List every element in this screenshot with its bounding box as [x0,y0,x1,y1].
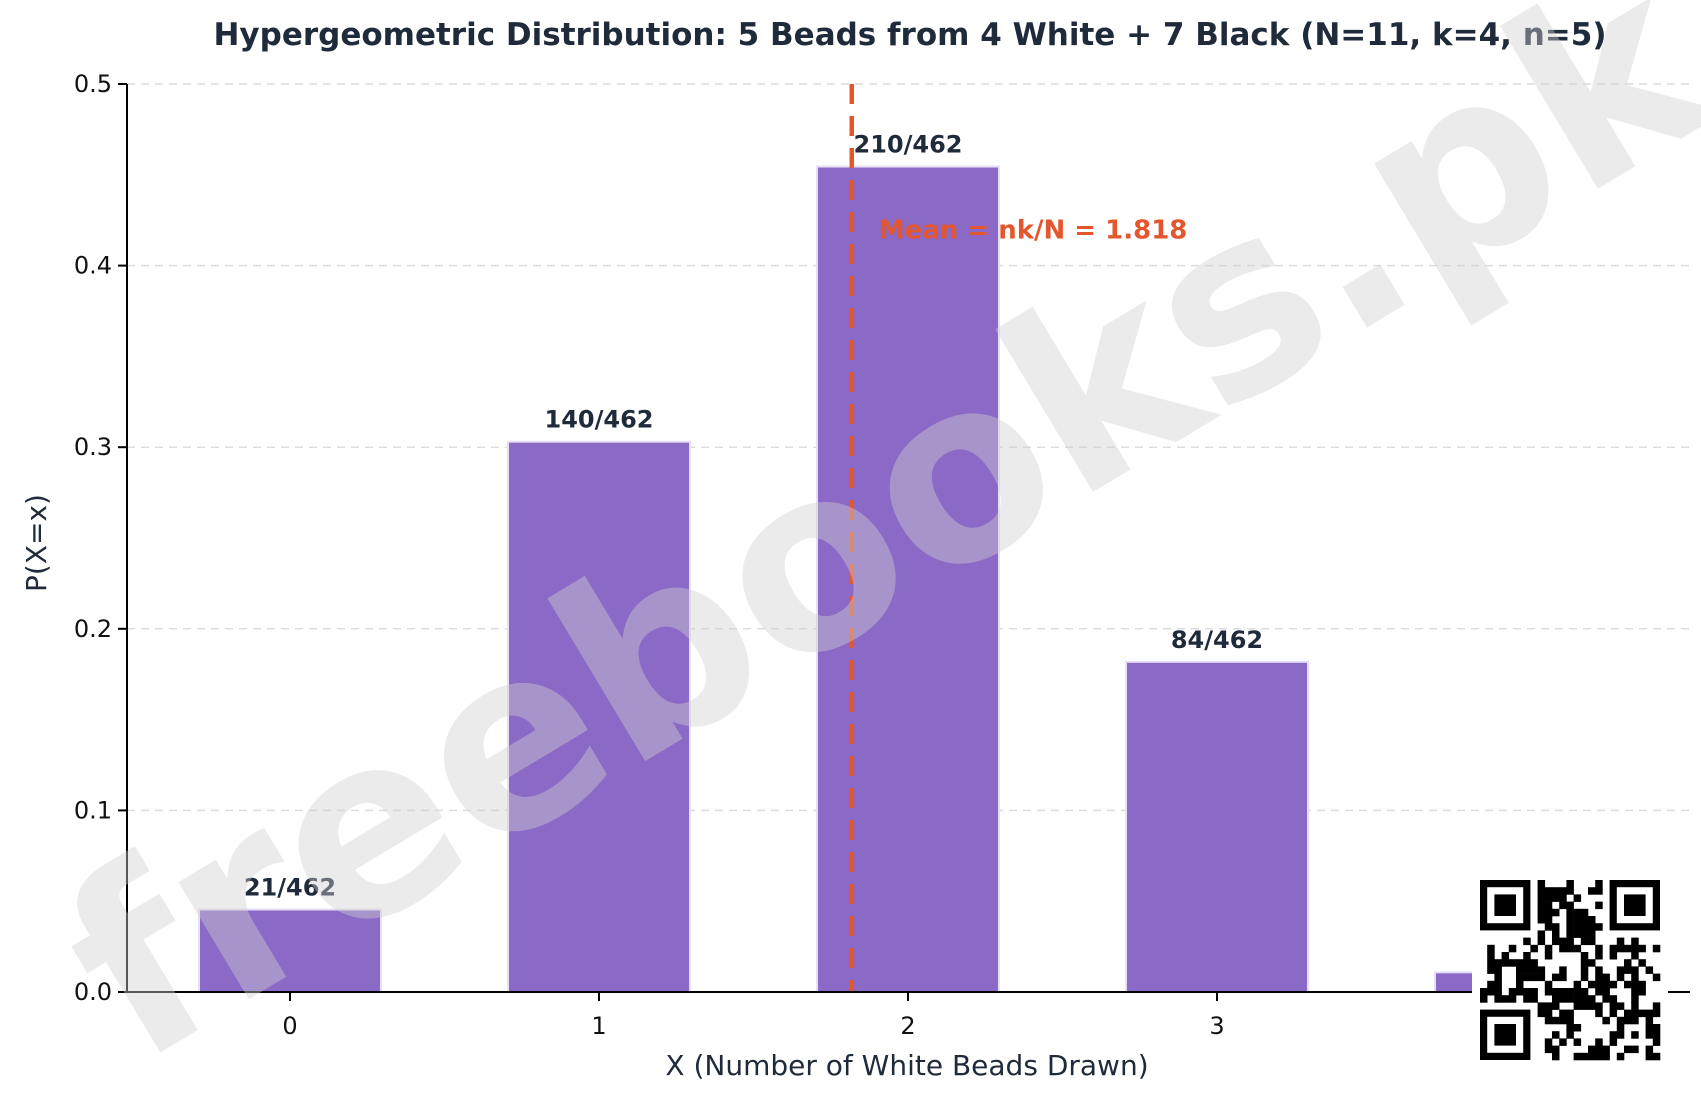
bar-value-label: 84/462 [1171,626,1263,654]
x-tick-label: 2 [900,1012,915,1040]
bar [507,440,691,993]
x-tick-label: 1 [591,1012,606,1040]
bar-value-label: 21/462 [244,873,336,901]
chart-title: Hypergeometric Distribution: 5 Beads fro… [213,17,1606,53]
y-axis-label: P(X=x) [20,494,53,592]
grid-lines [127,83,1690,812]
y-tick-label: 0.5 [74,70,112,98]
x-axis-label: X (Number of White Beads Drawn) [665,1049,1148,1082]
bar [198,908,382,994]
y-tick-label: 0.4 [74,252,112,280]
bar [1125,660,1309,993]
y-tick-label: 0.3 [74,433,112,461]
y-tick-label: 0.0 [74,978,112,1006]
mean-label: Mean = nk/N = 1.818 [879,215,1188,245]
y-ticks: 0.0 0.1 0.2 0.3 0.4 0.5 [74,70,127,1006]
x-ticks: 01234 [282,992,1534,1040]
y-tick-label: 0.2 [74,615,112,643]
bar-value-label: 210/462 [854,131,963,159]
qr-code-icon [1472,872,1668,1068]
x-tick-label: 3 [1209,1012,1224,1040]
bar-value-label: 140/462 [545,406,654,434]
y-tick-label: 0.1 [74,796,112,824]
bar-labels: 21/462 140/462 210/462 84/462 [244,131,1263,902]
mean-marker: Mean = nk/N = 1.818 [849,84,1188,992]
x-tick-label: 0 [282,1012,297,1040]
